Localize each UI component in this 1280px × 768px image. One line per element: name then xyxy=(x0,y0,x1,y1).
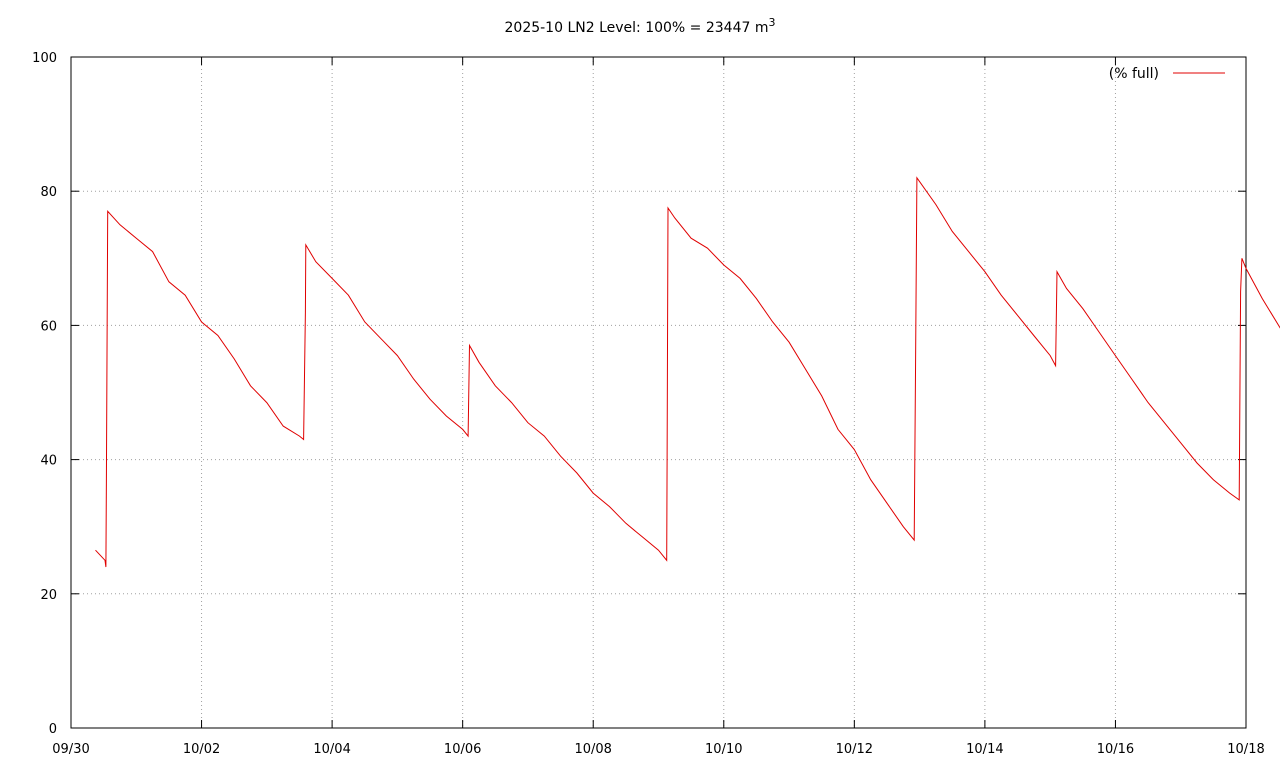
y-axis-tick-labels: 0 20 40 60 80 100 xyxy=(32,51,57,737)
x-axis-tick-labels: 09/30 10/02 10/04 10/06 10/08 10/10 10/12 10/14… xyxy=(52,742,1264,757)
x-tick-label: 10/04 xyxy=(313,742,350,757)
legend-label: (% full) xyxy=(1109,66,1159,82)
chart-title-main: 2025-10 LN2 Level: 100% = 23447 m xyxy=(505,20,769,36)
x-tick-label: 10/16 xyxy=(1097,742,1134,757)
y-tick-label: 80 xyxy=(40,185,57,200)
y-tick-label: 60 xyxy=(40,319,57,334)
y-tick-label: 20 xyxy=(40,588,57,603)
x-tick-label: 10/10 xyxy=(705,742,742,757)
chart-title: 2025-10 LN2 Level: 100% = 23447 m3 xyxy=(505,16,776,36)
x-tick-label: 10/12 xyxy=(836,742,873,757)
y-tick-label: 100 xyxy=(32,51,57,66)
x-tick-label: 10/14 xyxy=(966,742,1003,757)
grid-lines xyxy=(71,57,1246,728)
x-tick-label: 10/02 xyxy=(183,742,220,757)
x-tick-label: 10/06 xyxy=(444,742,481,757)
x-tick-label: 10/08 xyxy=(574,742,611,757)
legend: (% full) xyxy=(1109,66,1225,82)
series-line-percent-full xyxy=(95,176,1280,568)
x-tick-label: 09/30 xyxy=(52,742,89,757)
y-tick-label: 40 xyxy=(40,454,57,469)
y-tick-label: 0 xyxy=(49,722,57,737)
chart-title-superscript: 3 xyxy=(768,16,775,29)
plot-frame xyxy=(70,56,1247,729)
x-tick-label: 10/18 xyxy=(1227,742,1264,757)
axis-ticks xyxy=(70,56,1247,729)
